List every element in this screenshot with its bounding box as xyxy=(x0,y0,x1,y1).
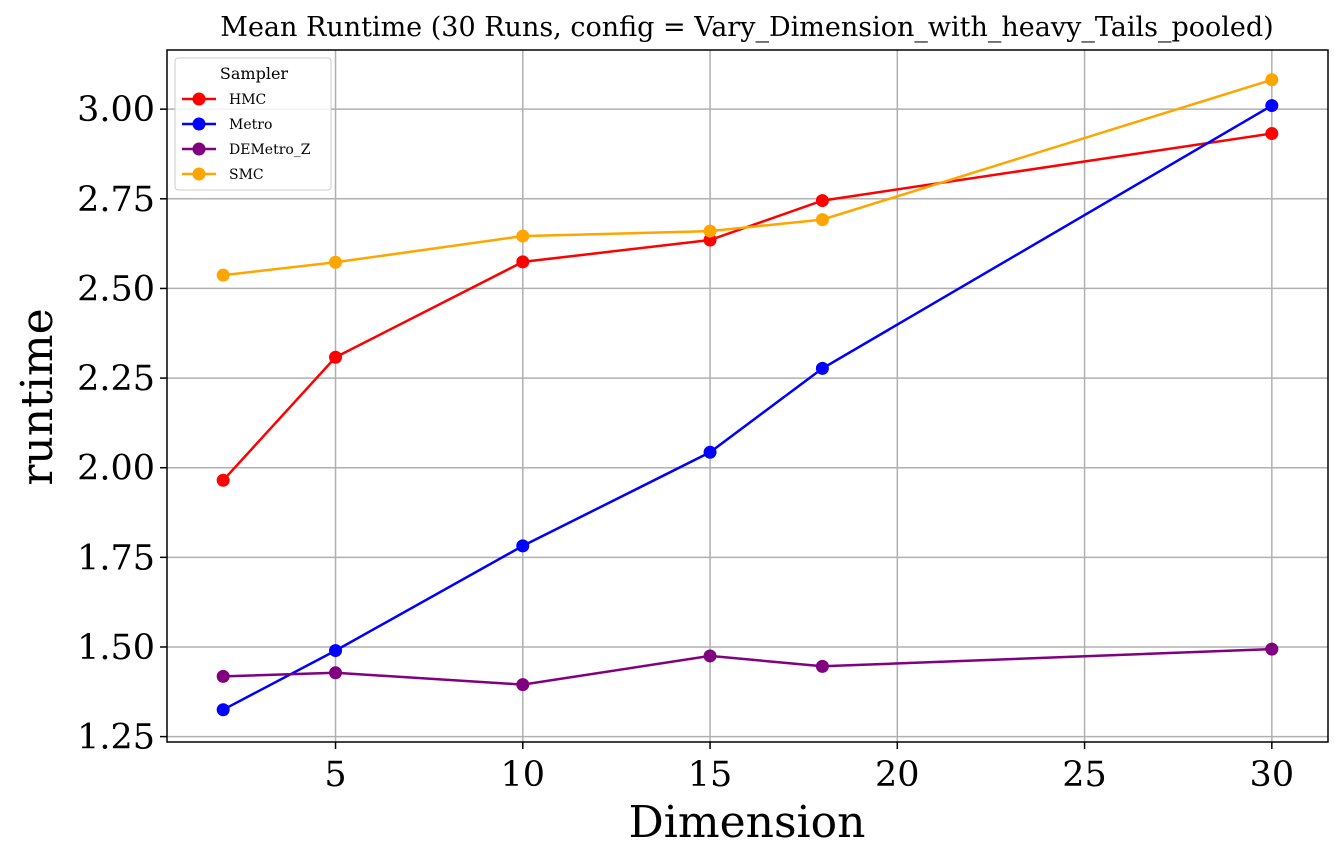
legend-items: HMC Metro DEMetro_Z SMC xyxy=(182,92,311,183)
data-point-metro xyxy=(216,703,230,717)
y-axis-ticks: 1.25 1.50 1.75 2.00 2.25 2.50 2.75 3.00 xyxy=(77,90,167,758)
x-tick-label: 10 xyxy=(501,755,546,795)
series-line-hmc xyxy=(222,132,1272,482)
data-point-demetro-z xyxy=(1265,642,1279,656)
y-tick-label: 2.25 xyxy=(77,359,155,399)
data-point-hmc xyxy=(516,255,530,269)
series-hmc xyxy=(216,127,1279,487)
data-point-metro xyxy=(516,539,530,553)
x-tick-label: 30 xyxy=(1250,755,1295,795)
legend-item-smc: SMC xyxy=(182,167,264,183)
legend-label: HMC xyxy=(229,92,266,108)
data-point-smc xyxy=(1265,73,1279,87)
data-point-hmc xyxy=(329,350,343,364)
data-point-metro xyxy=(329,644,343,658)
x-tick-label: 5 xyxy=(324,755,346,795)
data-point-metro xyxy=(1265,99,1279,113)
y-tick-label: 2.50 xyxy=(77,269,155,309)
data-point-smc xyxy=(329,255,343,269)
plot-frame xyxy=(166,49,1329,743)
series-line-smc xyxy=(223,78,1273,277)
legend-item-hmc: HMC xyxy=(182,92,266,108)
y-tick-label: 2.75 xyxy=(77,180,155,220)
x-axis-label: Dimension xyxy=(629,797,866,848)
y-axis-label: runtime xyxy=(12,308,63,485)
grid-lines xyxy=(167,50,1328,742)
legend: Sampler HMC Metro DEMetro_Z SMC xyxy=(174,57,332,191)
data-point-smc xyxy=(216,268,230,282)
y-tick-label: 1.50 xyxy=(77,628,155,668)
x-tick-label: 20 xyxy=(875,755,920,795)
series-line-metro xyxy=(222,104,1273,711)
legend-swatch-marker xyxy=(192,117,206,131)
legend-title: Sampler xyxy=(220,64,289,83)
legend-label: DEMetro_Z xyxy=(229,142,311,158)
data-point-demetro-z xyxy=(329,666,343,680)
legend-label: Metro xyxy=(229,117,272,133)
legend-box xyxy=(174,57,332,191)
series-demetro-z xyxy=(216,642,1279,692)
data-point-demetro-z xyxy=(516,678,530,692)
y-tick-label: 2.00 xyxy=(77,449,155,489)
data-point-hmc xyxy=(703,233,717,247)
y-tick-label: 3.00 xyxy=(77,90,155,130)
series-metro xyxy=(216,99,1279,717)
x-tick-label: 25 xyxy=(1062,755,1107,795)
data-point-metro xyxy=(815,361,829,375)
data-point-hmc xyxy=(1265,127,1279,141)
data-point-demetro-z xyxy=(815,659,829,673)
x-axis-ticks: 5 10 15 20 25 30 xyxy=(324,742,1294,795)
data-point-metro xyxy=(703,445,717,459)
chart-title: Mean Runtime (30 Runs, config = Vary_Dim… xyxy=(220,12,1273,43)
data-point-hmc xyxy=(815,194,829,208)
y-tick-label: 1.25 xyxy=(77,718,155,758)
data-point-smc xyxy=(703,224,717,238)
legend-item-metro: Metro xyxy=(182,117,272,133)
data-point-demetro-z xyxy=(703,649,717,663)
data-point-hmc xyxy=(216,473,230,487)
x-tick-label: 15 xyxy=(688,755,733,795)
legend-swatch-marker xyxy=(192,142,206,156)
data-point-smc xyxy=(516,229,530,243)
data-point-demetro-z xyxy=(216,669,230,683)
legend-item-demetro-z: DEMetro_Z xyxy=(182,142,311,158)
series-smc xyxy=(216,73,1279,282)
series-layer xyxy=(216,73,1279,717)
data-point-smc xyxy=(815,213,829,227)
legend-swatch-marker xyxy=(192,167,206,181)
series-line-demetro-z xyxy=(223,647,1272,686)
legend-label: SMC xyxy=(229,167,264,183)
y-tick-label: 1.75 xyxy=(77,538,155,578)
legend-swatch-marker xyxy=(192,92,206,106)
